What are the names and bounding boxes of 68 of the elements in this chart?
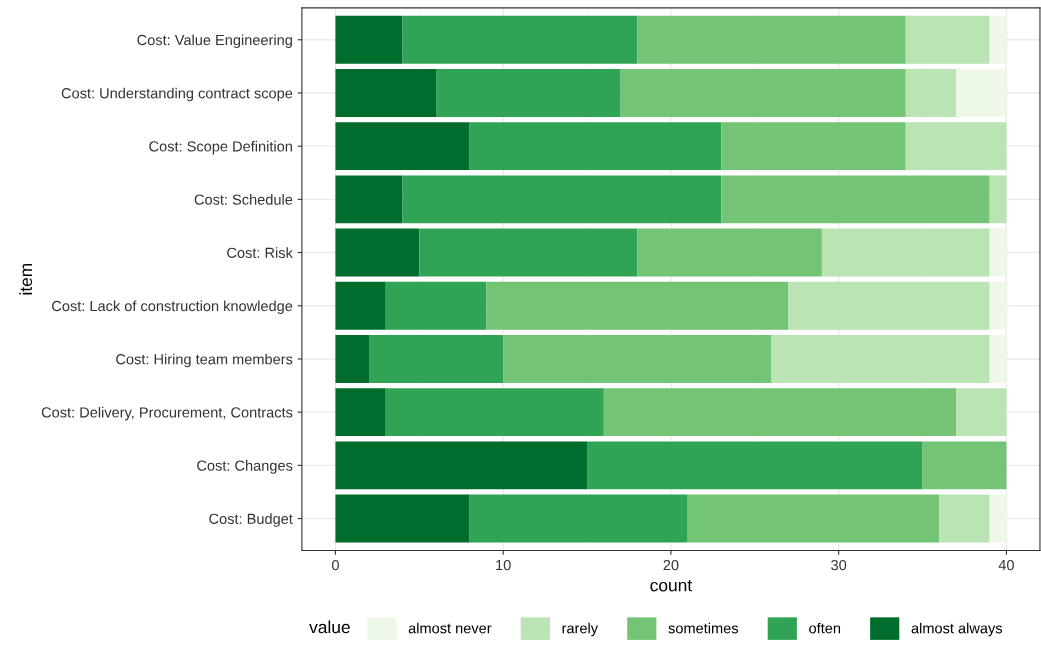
bar bbox=[905, 15, 990, 64]
bar bbox=[956, 388, 1007, 437]
bar bbox=[402, 15, 638, 64]
bar bbox=[620, 69, 906, 117]
bar bbox=[989, 335, 1007, 383]
bar bbox=[335, 281, 386, 330]
bar bbox=[503, 335, 772, 383]
bar bbox=[335, 335, 369, 383]
x-tick-label: 0 bbox=[331, 559, 339, 571]
y-tick-label: Cost: Delivery, Procurement, Contracts bbox=[41, 406, 293, 421]
legend-label: almost never bbox=[408, 622, 492, 634]
bar bbox=[335, 228, 420, 277]
x-tick-label: 20 bbox=[663, 559, 679, 571]
y-tick-label: Cost: Lack of construction knowledge bbox=[52, 300, 293, 315]
bar bbox=[335, 175, 403, 224]
bar bbox=[989, 281, 1007, 330]
bar bbox=[469, 494, 688, 543]
bar bbox=[419, 228, 638, 277]
bar bbox=[335, 69, 437, 117]
bar bbox=[721, 122, 906, 171]
bar bbox=[385, 388, 604, 437]
bar bbox=[587, 441, 923, 490]
x-tick-label: 40 bbox=[998, 559, 1014, 571]
bar bbox=[939, 494, 990, 543]
bar bbox=[956, 69, 1007, 117]
legend-label: almost always bbox=[911, 622, 1003, 637]
bar bbox=[821, 228, 990, 277]
bar bbox=[335, 388, 386, 437]
y-tick-label: Cost: Changes bbox=[197, 460, 293, 474]
y-tick-label: Cost: Understanding contract scope bbox=[61, 87, 293, 102]
bar bbox=[687, 494, 940, 543]
legend-title: value bbox=[309, 620, 350, 634]
bar bbox=[788, 281, 990, 330]
bar bbox=[637, 15, 906, 64]
bar bbox=[771, 335, 990, 383]
bar bbox=[905, 122, 1007, 171]
y-tick-label: Cost: Schedule bbox=[194, 194, 293, 205]
bar bbox=[469, 122, 722, 171]
legend-label: often bbox=[809, 622, 841, 634]
bar bbox=[335, 15, 403, 64]
bar bbox=[335, 441, 588, 490]
y-tick-label: Cost: Hiring team members bbox=[116, 353, 293, 368]
y-tick-label: Cost: Scope Definition bbox=[149, 140, 292, 155]
bar bbox=[989, 494, 1007, 543]
y-tick-label: Cost: Budget bbox=[209, 513, 293, 527]
bar bbox=[637, 228, 822, 277]
bar bbox=[335, 122, 470, 171]
bar bbox=[486, 281, 789, 330]
legend-label: sometimes bbox=[668, 622, 739, 634]
bar bbox=[368, 335, 504, 383]
bar bbox=[603, 388, 957, 437]
bar bbox=[989, 228, 1007, 277]
x-tick-label: 10 bbox=[496, 559, 511, 571]
y-tick-label: Cost: Risk bbox=[227, 247, 293, 258]
x-tick-label: 30 bbox=[831, 559, 847, 571]
y-tick-label: Cost: Value Engineering bbox=[137, 34, 292, 49]
x-axis-title: count bbox=[650, 580, 693, 592]
bar bbox=[721, 175, 990, 224]
bar bbox=[905, 69, 957, 117]
bar bbox=[402, 175, 722, 224]
bar bbox=[335, 494, 470, 543]
bar bbox=[989, 15, 1007, 64]
bar bbox=[989, 175, 1007, 224]
bar bbox=[922, 441, 1007, 490]
y-axis-title: item bbox=[19, 263, 33, 295]
bar bbox=[436, 69, 621, 117]
legend-label: rarely bbox=[562, 622, 599, 637]
bar bbox=[385, 281, 487, 330]
